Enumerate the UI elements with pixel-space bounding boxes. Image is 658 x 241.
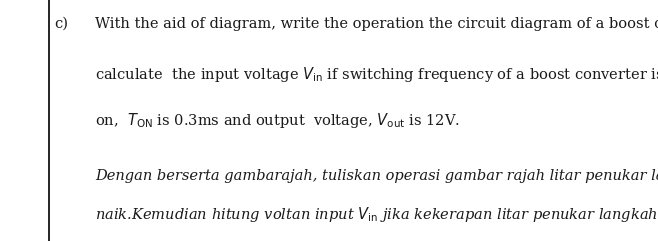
Text: naik.Kemudian hitung voltan input $V_{\mathrm{in}}$ jika kekerapan litar penukar: naik.Kemudian hitung voltan input $V_{\m…: [95, 205, 658, 224]
Text: on,  $T_{\mathrm{ON}}$ is 0.3ms and output  voltage, $V_{\mathrm{out}}$ is 12V.: on, $T_{\mathrm{ON}}$ is 0.3ms and outpu…: [95, 111, 461, 130]
Text: Dengan berserta gambarajah, tuliskan operasi gambar rajah litar penukar langkah: Dengan berserta gambarajah, tuliskan ope…: [95, 169, 658, 183]
Text: calculate  the input voltage $V_{\mathrm{in}}$ if switching frequency of a boost: calculate the input voltage $V_{\mathrm{…: [95, 65, 658, 84]
Text: With the aid of diagram, write the operation the circuit diagram of a boost conv: With the aid of diagram, write the opera…: [95, 17, 658, 31]
Text: c): c): [54, 17, 68, 31]
